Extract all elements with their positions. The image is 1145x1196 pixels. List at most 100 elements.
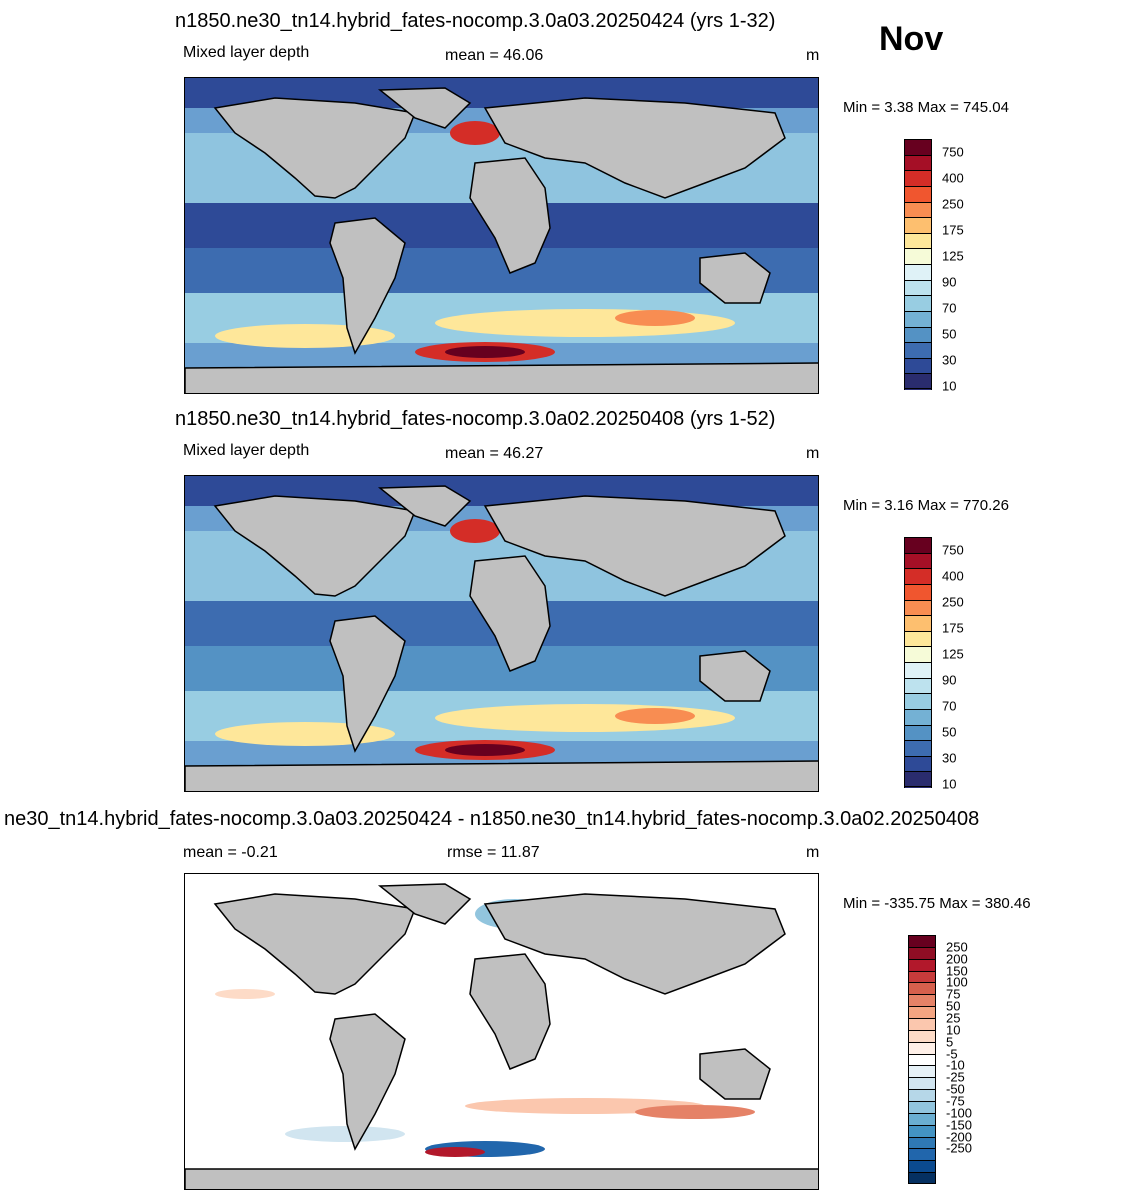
colorbar-tick-label: -25 [946, 1069, 965, 1085]
colorbar-swatch [904, 630, 932, 647]
colorbar-tick-label: 50 [942, 326, 957, 342]
colorbar-tick-label: 250 [946, 939, 968, 955]
colorbar-swatch [908, 982, 936, 995]
panel-3-mean-label: mean = -0.21 [183, 844, 278, 861]
colorbar-tick-label: -100 [946, 1105, 973, 1121]
colorbar-tick-label: 750 [942, 542, 964, 557]
panel-2-mean-label: mean = 46.27 [445, 445, 544, 462]
colorbar-swatch [904, 693, 932, 710]
colorbar-tick-label: 125 [942, 646, 964, 662]
colorbar-tick-label: 30 [942, 352, 957, 368]
colorbar-tick-label: -200 [946, 1129, 973, 1145]
colorbar-tick-label: 200 [946, 951, 968, 967]
panel-3-map-field [185, 874, 818, 1189]
panel-1-map-field [185, 78, 818, 393]
panel-1-title: n1850.ne30_tn14.hybrid_fates-nocomp.3.0a… [175, 10, 776, 32]
colorbar-swatch [908, 1029, 936, 1043]
colorbar-swatch [904, 342, 932, 359]
panel-2-title: n1850.ne30_tn14.hybrid_fates-nocomp.3.0a… [175, 408, 776, 430]
panel-1-land [185, 87, 818, 393]
panel-1-units: m [806, 47, 820, 64]
colorbar-swatch [908, 1041, 936, 1055]
panel-2-units: m [806, 445, 820, 462]
colorbar-tick-label: 400 [942, 568, 964, 584]
colorbar-tick-label: 125 [942, 248, 964, 264]
panel-2-minmax: Min = 3.16 Max = 770.26 [843, 497, 1009, 514]
colorbar-tick-label: 90 [942, 672, 957, 688]
colorbar-tick-label: -150 [946, 1117, 973, 1133]
colorbar-swatch [904, 310, 932, 327]
colorbar-tick-label: -250 [946, 1140, 973, 1156]
colorbar-swatch [904, 373, 932, 390]
colorbar-swatch [904, 615, 932, 632]
colorbar-tick-label: -50 [946, 1081, 965, 1097]
colorbar-swatch [904, 357, 932, 374]
colorbar-swatch [908, 1148, 936, 1161]
colorbar-tick-label: 100 [946, 974, 968, 990]
colorbar-swatch [904, 724, 932, 741]
colorbar-swatch [904, 708, 932, 725]
colorbar-swatch [908, 1053, 936, 1066]
colorbar-swatch [904, 568, 932, 585]
colorbar-tick-label: 10 [942, 776, 957, 792]
colorbar-tick-label: 5 [946, 1034, 954, 1050]
colorbar-swatch [904, 583, 932, 600]
colorbar-swatch [904, 646, 932, 663]
colorbar-swatch [908, 1077, 936, 1090]
colorbar-tick-label: 10 [942, 378, 957, 394]
colorbar-swatch [904, 599, 932, 616]
panel-3-units: m [806, 844, 820, 861]
colorbar-tick-label: 10 [946, 1022, 961, 1038]
panel-3-map [184, 873, 819, 1190]
colorbar-tick-label: 250 [942, 196, 964, 212]
panel-1-variable-label: Mixed layer depth [183, 44, 310, 61]
colorbar-swatch [908, 994, 936, 1007]
colorbar-swatch [904, 552, 932, 569]
colorbar-swatch [908, 1160, 936, 1173]
colorbar-swatch [904, 154, 932, 171]
colorbar-tick-label: 400 [942, 170, 964, 186]
panel-2-land [185, 485, 818, 791]
panel-2-map-field [185, 476, 818, 791]
panel-2-variable-label: Mixed layer depth [183, 442, 310, 459]
colorbar-swatch [904, 755, 932, 772]
colorbar-swatch [908, 1172, 936, 1185]
colorbar-tick-label: 750 [942, 144, 964, 159]
colorbar-tick-label: 75 [946, 986, 961, 1002]
colorbar-swatch [904, 740, 932, 757]
panel-3-rmse-label: rmse = 11.87 [447, 844, 540, 861]
colorbar-swatch [908, 1065, 936, 1078]
colorbar-tick-label: 25 [946, 1010, 961, 1026]
panel-3-title: ne30_tn14.hybrid_fates-nocomp.3.0a03.202… [4, 808, 980, 830]
colorbar-swatch [908, 970, 936, 983]
panel-1-mean-label: mean = 46.06 [445, 47, 544, 64]
colorbar-tick-label: -10 [946, 1057, 965, 1073]
colorbar-tick-label: 175 [942, 222, 964, 238]
colorbar-swatch [908, 1018, 936, 1031]
colorbar-swatch [904, 264, 932, 281]
month-label: Nov [879, 20, 944, 58]
colorbar-swatch [908, 1089, 936, 1102]
colorbar-tick-label: 50 [942, 724, 957, 740]
panel-1-map [184, 77, 819, 394]
colorbar-tick-label: 70 [942, 300, 957, 316]
colorbar-swatch [908, 946, 936, 960]
colorbar-swatch [908, 1101, 936, 1114]
colorbar-swatch [904, 771, 932, 788]
colorbar-swatch [904, 279, 932, 296]
colorbar-swatch [908, 1006, 936, 1019]
colorbar-tick-label: 175 [942, 620, 964, 636]
colorbar-tick-label: 150 [946, 963, 968, 979]
colorbar-tick-label: 30 [942, 750, 957, 766]
colorbar-tick-label: -75 [946, 1093, 965, 1109]
colorbar-tick-label: 250 [942, 594, 964, 610]
colorbar-swatch [904, 217, 932, 234]
colorbar-swatch [904, 662, 932, 679]
panel-2-map [184, 475, 819, 792]
panel-1-minmax: Min = 3.38 Max = 745.04 [843, 99, 1009, 116]
colorbar-swatch [908, 935, 936, 948]
colorbar-swatch [904, 677, 932, 694]
colorbar-swatch [904, 201, 932, 218]
colorbar-swatch [904, 185, 932, 202]
colorbar-swatch [904, 139, 932, 156]
